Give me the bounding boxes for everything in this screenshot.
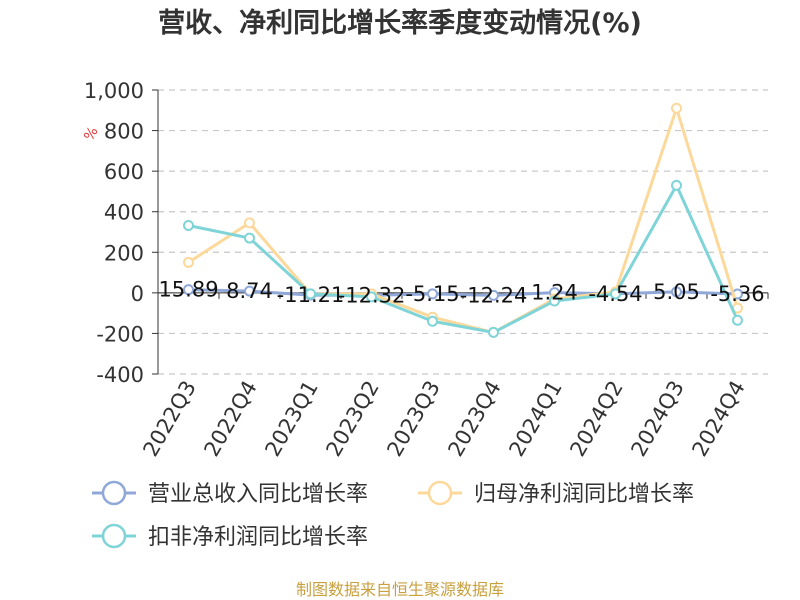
- data-point: [610, 288, 621, 300]
- x-tick-label: 2024Q3: [626, 377, 688, 461]
- data-labels: 15.89 8.74 -11.21-12.32 -5.15 -12.24 1.24 -4.5…: [158, 278, 764, 308]
- grid-lines: [158, 89, 768, 375]
- data-point: [427, 288, 438, 300]
- data-label: 5.05: [653, 280, 700, 304]
- x-tick-label: 2024Q2: [565, 377, 627, 461]
- x-tick-label: 2024Q1: [504, 377, 566, 461]
- data-point: [183, 284, 194, 296]
- data-point: [244, 232, 255, 244]
- series-line: [188, 288, 738, 297]
- data-point: [244, 217, 255, 229]
- y-tick-label: -400: [96, 363, 144, 387]
- x-axis: 2022Q32022Q42023Q12023Q22023Q32023Q42024…: [138, 292, 769, 461]
- data-label: 15.89: [158, 278, 218, 302]
- data-point: [671, 102, 682, 114]
- data-label: -5.15: [405, 282, 459, 306]
- y-tick-label: 600: [104, 160, 144, 184]
- legend-swatch-marker: [427, 480, 453, 506]
- data-label: 1.24: [531, 281, 578, 305]
- x-tick-label: 2024Q4: [687, 377, 749, 461]
- series-line: [187, 106, 739, 334]
- data-label: -4.54: [588, 282, 642, 306]
- data-point: [244, 285, 255, 297]
- data-label: 8.74: [226, 279, 273, 303]
- data-point: [671, 179, 682, 191]
- legend-item[interactable]: 扣非净利润同比增长率: [92, 523, 368, 550]
- data-label: -11.21: [277, 283, 345, 307]
- data-label: -5.36: [710, 282, 764, 306]
- legend-swatch-marker: [101, 480, 127, 506]
- series-line: [188, 183, 739, 334]
- data-point: [488, 289, 499, 301]
- legend-label: 归母净利润同比增长率: [474, 482, 694, 507]
- chart-title: 营收、净利同比增长率季度变动情况(%): [158, 7, 642, 39]
- y-tick-label: 800: [104, 120, 144, 144]
- y-tick-label: 0: [131, 282, 144, 306]
- data-point: [183, 220, 194, 232]
- legend-swatch-marker: [101, 523, 127, 549]
- x-tick-label: 2022Q4: [199, 377, 261, 461]
- legend-item[interactable]: 归母净利润同比增长率: [418, 480, 694, 507]
- y-unit-label: %: [81, 124, 102, 144]
- source-note: 制图数据来自恒生聚源数据库: [296, 580, 504, 599]
- legend-item[interactable]: 营业总收入同比增长率: [92, 480, 368, 507]
- y-axis: 1,000 800 600 400 200 0 -200 -400: [84, 79, 159, 387]
- data-label: -12.32: [338, 283, 406, 307]
- y-tick-label: 1,000: [84, 79, 144, 103]
- series-layer: [183, 102, 743, 338]
- data-point: [183, 256, 194, 268]
- data-point: [671, 286, 682, 298]
- y-tick-label: -200: [96, 322, 144, 346]
- data-point: [488, 326, 499, 338]
- y-tick-label: 400: [104, 201, 144, 225]
- data-point: [305, 288, 316, 300]
- data-label: -12.24: [460, 283, 528, 307]
- x-tick-label: 2023Q1: [260, 377, 322, 461]
- data-point: [366, 291, 377, 303]
- x-tick-label: 2023Q2: [321, 377, 383, 461]
- data-point: [732, 314, 743, 326]
- x-tick-label: 2023Q3: [382, 377, 444, 461]
- data-point: [549, 295, 560, 307]
- x-tick-label: 2023Q4: [443, 377, 505, 461]
- legend-label: 营业总收入同比增长率: [148, 482, 368, 507]
- data-point: [427, 315, 438, 327]
- y-tick-label: 200: [104, 241, 144, 265]
- legend-label: 扣非净利润同比增长率: [148, 525, 368, 550]
- x-tick-label: 2022Q3: [138, 377, 200, 461]
